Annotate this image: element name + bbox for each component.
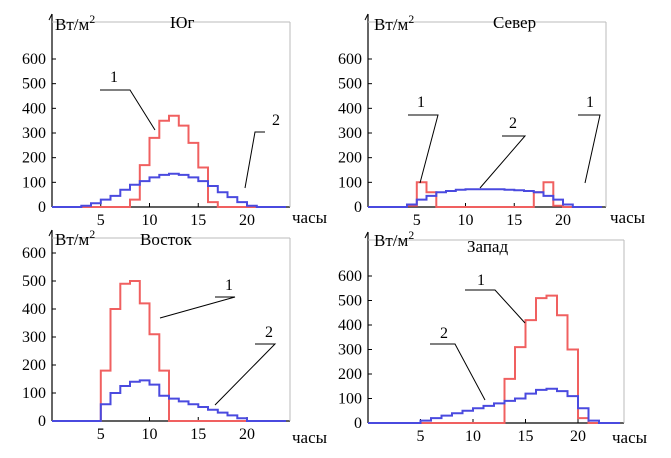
x-tick-label: 5 xyxy=(417,428,425,445)
annotation-leader xyxy=(100,89,156,131)
y-axis-label: Вт/м2 xyxy=(55,227,95,249)
y-tick-label: 200 xyxy=(338,366,362,383)
x-tick-label: 15 xyxy=(190,212,206,229)
y-tick-label: 600 xyxy=(338,268,362,285)
y-tick-label: 500 xyxy=(22,76,46,93)
chart-panel-2: 0 100 200 300 400 500 600 5 10 15 20 Вт/м2 Север часы… xyxy=(338,12,646,229)
series-1-line xyxy=(52,280,286,422)
y-axis-arrow xyxy=(364,231,369,239)
x-axis-label: часы xyxy=(612,428,648,447)
chart-panel-3: 0 100 200 300 400 500 600 5 10 15 20 Вт/м2 Восток час… xyxy=(22,227,328,447)
series-1-line xyxy=(368,181,602,208)
y-tick-label: 400 xyxy=(338,317,362,334)
annotation-label: 1 xyxy=(477,272,485,289)
y-axis-arrow xyxy=(364,13,369,21)
chart-title: Север xyxy=(493,13,536,32)
annotation-label: 2 xyxy=(440,325,448,342)
annotation-leader xyxy=(479,135,527,189)
x-tick-label: 10 xyxy=(458,212,474,229)
x-tick-label: 10 xyxy=(142,426,158,443)
y-axis-arrow xyxy=(48,229,53,237)
x-tick-label: 15 xyxy=(518,428,534,445)
chart-panel-4: 0 100 200 300 400 500 600 5 10 15 20 Вт/м2 Запад часы… xyxy=(338,228,648,447)
series-2-line xyxy=(368,188,602,208)
annotation-leader xyxy=(214,343,277,406)
x-axis-label: часы xyxy=(292,208,328,227)
y-tick-label: 500 xyxy=(22,273,46,290)
series-2-line xyxy=(52,172,286,208)
series-1-line xyxy=(368,294,620,424)
y-tick-label: 300 xyxy=(22,329,46,346)
x-tick-label: 20 xyxy=(239,426,255,443)
x-tick-label: 20 xyxy=(239,212,255,229)
y-tick-label: 500 xyxy=(338,293,362,310)
y-tick-label: 400 xyxy=(22,100,46,117)
y-tick-label: 100 xyxy=(338,174,362,191)
x-tick-label: 5 xyxy=(97,212,105,229)
x-axis-label: часы xyxy=(610,208,646,227)
y-tick-label: 600 xyxy=(22,245,46,262)
x-tick-label: 5 xyxy=(97,426,105,443)
annotation-leader xyxy=(430,343,486,401)
y-tick-label: 300 xyxy=(338,342,362,359)
chart-panel-1: 0 100 200 300 400 500 600 5 10 15 20 Вт/м2 Юг часы 1 2 xyxy=(22,12,328,229)
y-tick-label: 100 xyxy=(22,385,46,402)
y-axis-arrow xyxy=(48,13,53,21)
y-tick-label: 0 xyxy=(354,199,362,216)
x-tick-label: 10 xyxy=(142,212,158,229)
annotation-label: 1 xyxy=(110,69,118,86)
chart-title: Запад xyxy=(467,237,508,256)
annotation-leader xyxy=(244,131,265,189)
y-tick-label: 0 xyxy=(38,413,46,430)
annotation-leader xyxy=(578,114,601,184)
annotation-label: 2 xyxy=(509,115,517,132)
y-axis-label: Вт/м2 xyxy=(374,12,414,34)
series-1-line xyxy=(52,114,286,208)
annotation-label: 1 xyxy=(417,94,425,111)
y-tick-label: 200 xyxy=(22,150,46,167)
x-axis-label: часы xyxy=(292,428,328,447)
x-tick-label: 20 xyxy=(570,428,586,445)
x-tick-label: 5 xyxy=(413,212,421,229)
y-tick-label: 0 xyxy=(38,199,46,216)
y-tick-label: 500 xyxy=(338,76,362,93)
y-tick-label: 200 xyxy=(338,150,362,167)
x-tick-label: 20 xyxy=(555,212,571,229)
x-tick-label: 15 xyxy=(190,426,206,443)
y-tick-label: 0 xyxy=(354,415,362,432)
annotation-label: 1 xyxy=(225,277,233,294)
annotation-leader xyxy=(159,296,236,319)
x-tick-label: 15 xyxy=(506,212,522,229)
y-tick-label: 600 xyxy=(338,51,362,68)
y-tick-label: 200 xyxy=(22,357,46,374)
y-tick-label: 400 xyxy=(22,301,46,318)
annotation-label: 2 xyxy=(265,324,273,341)
x-tick-label: 10 xyxy=(465,428,481,445)
annotation-label: 2 xyxy=(272,112,280,129)
annotation-label: 1 xyxy=(586,94,594,111)
series-2-line xyxy=(368,387,620,424)
y-tick-label: 100 xyxy=(338,391,362,408)
y-tick-label: 400 xyxy=(338,100,362,117)
y-tick-label: 100 xyxy=(22,174,46,191)
y-axis-label: Вт/м2 xyxy=(374,228,414,250)
y-tick-label: 600 xyxy=(22,51,46,68)
chart-title: Юг xyxy=(170,13,194,32)
y-axis-label: Вт/м2 xyxy=(55,12,95,34)
series-2-line xyxy=(52,379,286,422)
y-tick-label: 300 xyxy=(338,125,362,142)
chart-title: Восток xyxy=(140,230,193,249)
annotation-leader xyxy=(408,114,439,184)
annotation-leader xyxy=(465,289,526,324)
y-tick-label: 300 xyxy=(22,125,46,142)
